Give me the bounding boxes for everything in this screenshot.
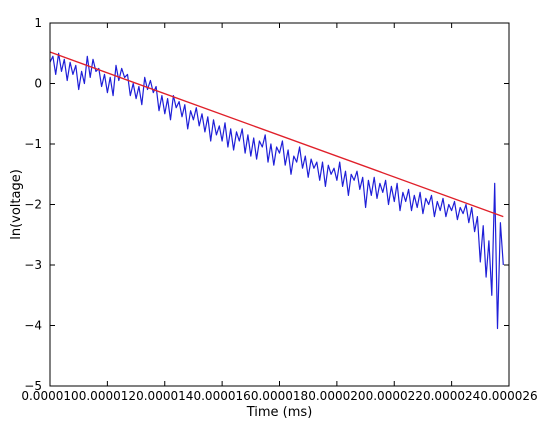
y-tick-label: −3 bbox=[24, 258, 42, 272]
x-tick-label: 0.000014 bbox=[136, 389, 193, 403]
y-tick-label: −5 bbox=[24, 379, 42, 393]
y-tick-label: −2 bbox=[24, 198, 42, 212]
series-line-measured bbox=[49, 52, 504, 330]
x-tick-label: 0.000020 bbox=[308, 389, 365, 403]
series-layer bbox=[49, 51, 504, 330]
series-line-fit bbox=[49, 51, 504, 218]
x-tick-label: 0.000026 bbox=[480, 389, 537, 403]
x-tick-label: 0.000024 bbox=[423, 389, 480, 403]
y-tick-label: −4 bbox=[24, 319, 42, 333]
y-axis-title: ln(voltage) bbox=[9, 169, 24, 240]
x-tick-label: 0.000018 bbox=[251, 389, 308, 403]
y-tick-label: 0 bbox=[34, 77, 42, 91]
x-tick-label: 0.000022 bbox=[366, 389, 423, 403]
x-tick-label: 0.000012 bbox=[79, 389, 136, 403]
y-tick-label: 1 bbox=[34, 16, 42, 30]
ticks-layer: 0.000010 0.000012 0.000014 0.000016 0.000018… bbox=[21, 16, 537, 403]
x-axis-title: Time (ms) bbox=[246, 405, 313, 420]
x-tick-label: 0.000010 bbox=[21, 389, 78, 403]
x-tick-label: 0.000016 bbox=[193, 389, 250, 403]
y-tick-label: −1 bbox=[24, 137, 42, 151]
